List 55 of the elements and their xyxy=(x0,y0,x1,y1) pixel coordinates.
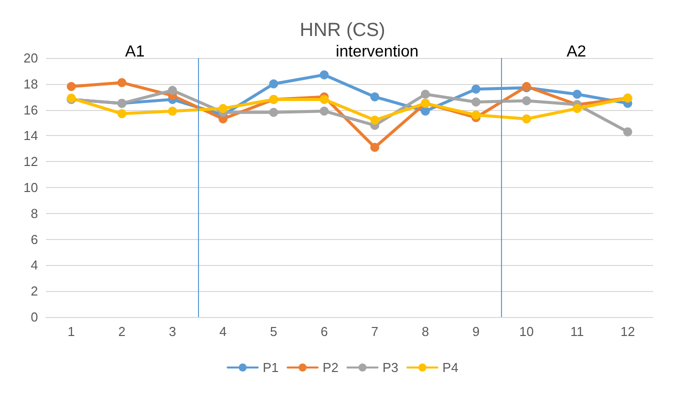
annotation: A2 xyxy=(566,44,586,60)
point xyxy=(623,127,632,136)
x-tick-label: 12 xyxy=(620,324,635,339)
point xyxy=(522,96,532,106)
y-tick-label: 0 xyxy=(30,310,38,324)
x-tick-label: 7 xyxy=(371,324,378,339)
point xyxy=(218,104,228,113)
y-tick-label: 8 xyxy=(30,206,38,221)
y-tick-label: 18 xyxy=(24,76,38,92)
y-tick-label: 6 xyxy=(30,232,38,247)
x-tick-label: 11 xyxy=(570,324,584,339)
point xyxy=(471,110,480,120)
x-tick-label: 3 xyxy=(168,324,176,339)
x-tick-label: 10 xyxy=(519,324,534,339)
point xyxy=(168,86,177,95)
y-tick-label: 16 xyxy=(24,102,38,118)
annotation: intervention xyxy=(336,44,419,60)
x-tick-label: 4 xyxy=(219,324,227,339)
point xyxy=(168,106,177,116)
annotation: A1 xyxy=(125,44,145,60)
point xyxy=(522,114,532,124)
x-tick-label: 5 xyxy=(270,324,278,339)
point xyxy=(320,70,329,80)
point xyxy=(370,142,380,152)
point xyxy=(269,108,278,117)
point xyxy=(572,104,582,113)
y-tick-label: 12 xyxy=(24,154,38,170)
y-tick-label: 10 xyxy=(24,180,38,195)
y-tick-label: 2 xyxy=(30,284,38,299)
point xyxy=(420,90,430,99)
y-tick-label: 14 xyxy=(24,128,38,144)
x-tick-label: 1 xyxy=(68,324,75,339)
x-tick-label: 9 xyxy=(472,324,480,339)
x-tick-label: 8 xyxy=(422,324,429,339)
point xyxy=(320,106,329,116)
point xyxy=(117,78,126,88)
point xyxy=(320,94,329,104)
legend-label: P1 xyxy=(262,360,279,375)
point xyxy=(66,82,76,91)
legend-label: P3 xyxy=(382,360,398,375)
point xyxy=(572,90,582,99)
y-tick-label: 20 xyxy=(24,50,38,66)
legend-label: P2 xyxy=(322,360,339,375)
point xyxy=(420,106,430,116)
point xyxy=(117,109,126,118)
point xyxy=(370,116,380,125)
point xyxy=(471,98,480,107)
chart-title: HNR (CS) xyxy=(300,20,386,41)
point xyxy=(471,84,480,94)
x-tick-label: 6 xyxy=(320,324,328,339)
point xyxy=(370,92,380,102)
legend-label: P4 xyxy=(442,360,458,375)
x-tick-label: 2 xyxy=(118,324,126,339)
point xyxy=(269,79,278,88)
y-tick-label: 4 xyxy=(30,258,38,273)
